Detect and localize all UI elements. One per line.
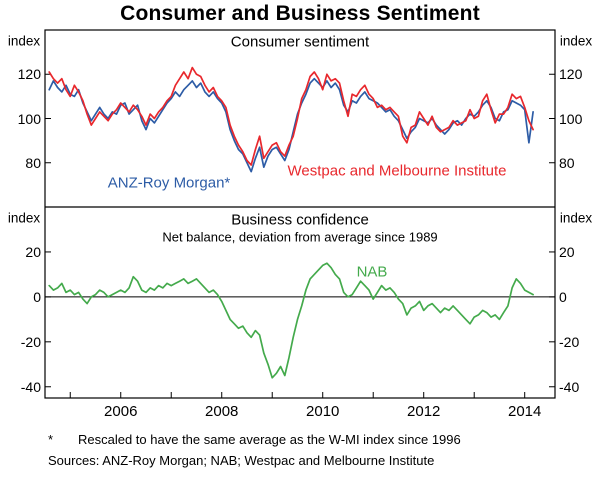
unit-label-top-right: index	[559, 33, 593, 49]
panel-title-business: Business confidence	[231, 211, 369, 229]
panel-title-consumer: Consumer sentiment	[230, 33, 370, 51]
sources-line: Sources: ANZ-Roy Morgan; NAB; Westpac an…	[48, 453, 435, 468]
series-label-anz-roy-morgan: ANZ-Roy Morgan*	[107, 174, 231, 192]
series-label-nab: NAB	[356, 263, 388, 281]
chart-title: Consumer and Business Sentiment	[120, 2, 480, 25]
unit-label-bottom-left: index	[7, 210, 41, 226]
panel-subtitle-business: Net balance, deviation from average sinc…	[162, 229, 438, 245]
series-label-westpac-mi: Westpac and Melbourne Institute	[287, 162, 507, 180]
footnote-marker: *	[48, 432, 54, 447]
unit-label-bottom-right: index	[559, 210, 593, 226]
footnote-text: Rescaled to have the same average as the…	[78, 432, 461, 447]
unit-label-top-left: index	[7, 33, 41, 49]
